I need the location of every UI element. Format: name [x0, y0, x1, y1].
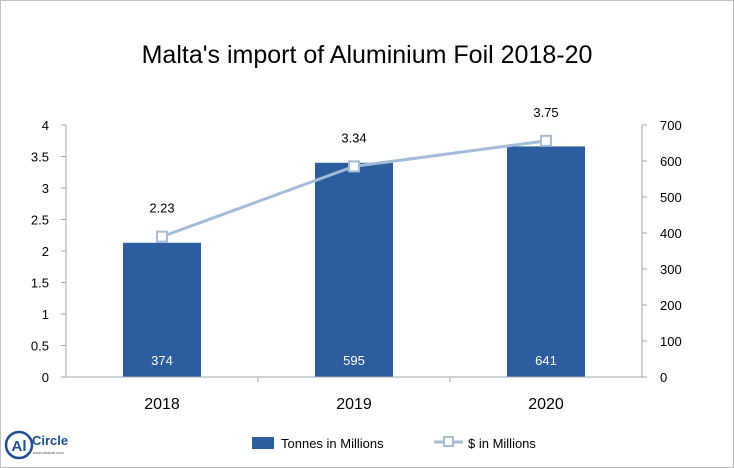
- logo-prefix: Al: [12, 438, 27, 455]
- right-axis: 0 100 200 300 400 500 600 700: [641, 118, 682, 385]
- line-marker: [156, 230, 168, 243]
- right-tick-label: 300: [660, 262, 682, 277]
- left-tick-label: 1.5: [31, 276, 49, 291]
- bar-data-label: 374: [151, 353, 173, 368]
- left-tick-label: 2: [42, 244, 49, 259]
- legend: Tonnes in Millions $ in Millions: [252, 436, 536, 451]
- right-tick-label: 700: [660, 118, 682, 133]
- right-tick-label: 200: [660, 298, 682, 313]
- bar-data-label: 641: [535, 353, 557, 368]
- left-tick-label: 0.5: [31, 339, 49, 354]
- line-data-label: 3.34: [341, 130, 366, 145]
- left-tick-label: 2.5: [31, 213, 49, 228]
- line-marker: [540, 134, 552, 147]
- logo-name: Circle: [32, 433, 68, 448]
- right-tick-label: 500: [660, 190, 682, 205]
- bar: [123, 242, 201, 377]
- bar-series: 374 595 641: [123, 146, 585, 377]
- logo-url: www.alcircle.com: [33, 450, 64, 455]
- right-tick-label: 100: [660, 334, 682, 349]
- legend-line-label: $ in Millions: [468, 436, 536, 451]
- alcircle-logo: Al Circle www.alcircle.com: [4, 430, 68, 460]
- left-tick-label: 0: [42, 370, 49, 385]
- x-axis: 2018 2019 2020: [66, 376, 642, 413]
- chart-title: Malta's import of Aluminium Foil 2018-20: [142, 41, 593, 69]
- line-data-label: 2.23: [149, 201, 174, 216]
- legend-line-marker: [443, 436, 454, 447]
- line-series: 2.23 3.34 3.75: [149, 105, 559, 243]
- bar-data-label: 595: [343, 353, 365, 368]
- left-tick-label: 1: [42, 307, 49, 322]
- logo-ring: [4, 430, 34, 460]
- legend-bar-label: Tonnes in Millions: [281, 436, 384, 451]
- line-marker: [348, 160, 360, 173]
- left-tick-label: 4: [42, 118, 49, 133]
- left-tick-label: 3.5: [31, 150, 49, 165]
- bar: [507, 146, 585, 377]
- bar: [315, 162, 393, 377]
- line-data-label: 3.75: [533, 105, 558, 120]
- x-tick-label: 2019: [336, 396, 372, 413]
- right-tick-label: 600: [660, 154, 682, 169]
- right-tick-label: 400: [660, 226, 682, 241]
- x-tick-label: 2020: [528, 396, 564, 413]
- left-tick-label: 3: [42, 181, 49, 196]
- left-axis: 0 0.5 1 1.5 2 2.5 3 3.5 4: [31, 118, 67, 385]
- x-tick-label: 2018: [144, 396, 180, 413]
- legend-bar-swatch: [252, 437, 274, 449]
- right-tick-label: 0: [660, 370, 667, 385]
